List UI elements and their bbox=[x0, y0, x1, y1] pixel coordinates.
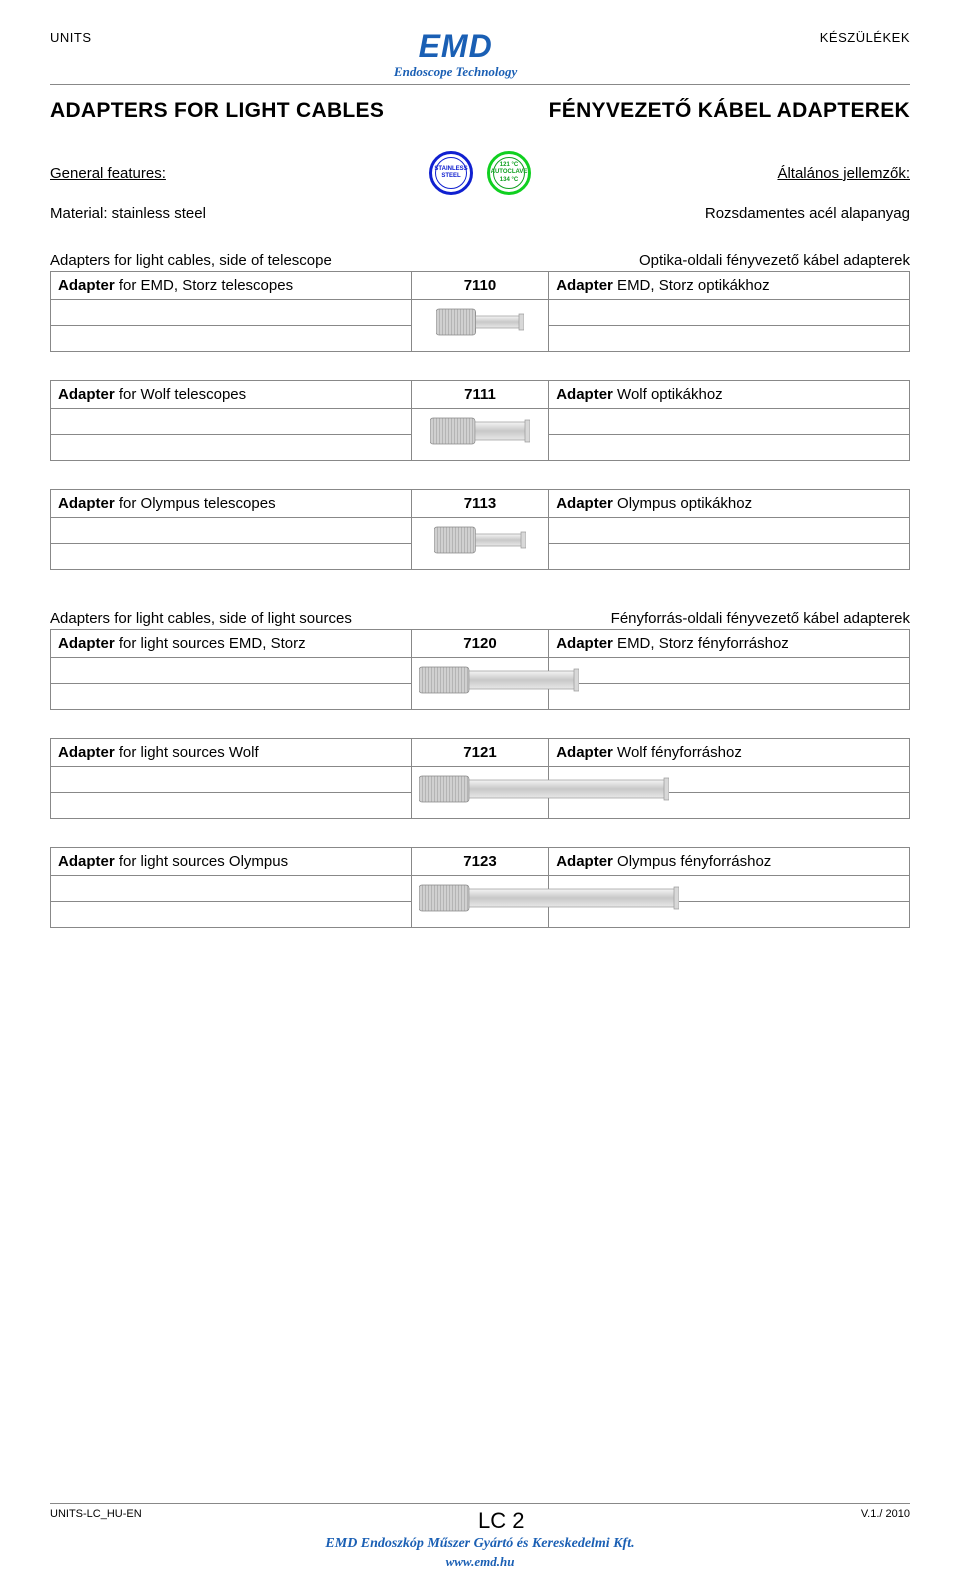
footer-code-left: UNITS-LC_HU-EN bbox=[50, 1508, 142, 1534]
adapter-table: Adapter for EMD, Storz telescopes 7110 A… bbox=[50, 271, 910, 352]
page-title-en: ADAPTERS FOR LIGHT CABLES bbox=[50, 99, 384, 123]
empty-cell bbox=[51, 793, 412, 819]
empty-cell bbox=[549, 518, 910, 544]
adapter-desc-hu: Adapter Wolf fényforráshoz bbox=[549, 739, 910, 767]
adapter-code: 7123 bbox=[411, 848, 548, 876]
adapter-code: 7113 bbox=[411, 490, 548, 518]
empty-cell bbox=[549, 435, 910, 461]
section1-head-en: Adapters for light cables, side of teles… bbox=[50, 252, 332, 269]
adapter-table: Adapter for Olympus telescopes 7113 Adap… bbox=[50, 489, 910, 570]
table-row bbox=[51, 409, 910, 435]
material-en: Material: stainless steel bbox=[50, 205, 206, 222]
header-left: UNITS bbox=[50, 30, 92, 45]
general-features-label-hu: Általános jellemzők: bbox=[583, 165, 910, 182]
adapter-desc-hu: Adapter Olympus optikákhoz bbox=[549, 490, 910, 518]
table-row: Adapter for Wolf telescopes 7111 Adapter… bbox=[51, 381, 910, 409]
table-row: Adapter for light sources EMD, Storz 712… bbox=[51, 630, 910, 658]
adapter-code: 7120 bbox=[411, 630, 548, 658]
table-row: Adapter for light sources Olympus 7123 A… bbox=[51, 848, 910, 876]
empty-cell bbox=[51, 876, 412, 902]
table-row bbox=[51, 300, 910, 326]
adapter-table: Adapter for light sources Olympus 7123 A… bbox=[50, 847, 910, 928]
adapter-desc-hu: Adapter EMD, Storz fényforráshoz bbox=[549, 630, 910, 658]
footer-company: EMD Endoszkóp Műszer Gyártó és Kereskede… bbox=[50, 1536, 910, 1552]
footer-divider bbox=[50, 1503, 910, 1504]
table-row bbox=[51, 518, 910, 544]
table-row: Adapter for Olympus telescopes 7113 Adap… bbox=[51, 490, 910, 518]
empty-cell bbox=[51, 544, 412, 570]
logo-block: EMD Endoscope Technology bbox=[92, 30, 820, 80]
table-row: Adapter for EMD, Storz telescopes 7110 A… bbox=[51, 272, 910, 300]
empty-cell bbox=[51, 518, 412, 544]
empty-cell bbox=[549, 658, 910, 684]
adapter-image-cell bbox=[411, 767, 548, 819]
adapter-image-cell bbox=[411, 409, 548, 461]
badge-autoclave-text: 121 °C AUTOCLAVE 134 °C bbox=[493, 157, 525, 189]
empty-cell bbox=[549, 544, 910, 570]
footer-url: www.emd.hu bbox=[50, 1554, 910, 1570]
section2-head-en: Adapters for light cables, side of light… bbox=[50, 610, 352, 627]
adapter-desc-en: Adapter for Wolf telescopes bbox=[51, 381, 412, 409]
adapter-table: Adapter for light sources EMD, Storz 712… bbox=[50, 629, 910, 710]
empty-cell bbox=[51, 658, 412, 684]
adapter-code: 7121 bbox=[411, 739, 548, 767]
material-hu: Rozsdamentes acél alapanyag bbox=[705, 205, 910, 222]
adapter-desc-en: Adapter for light sources EMD, Storz bbox=[51, 630, 412, 658]
empty-cell bbox=[549, 409, 910, 435]
empty-cell bbox=[549, 684, 910, 710]
adapter-image-cell bbox=[411, 658, 548, 710]
table-row bbox=[51, 658, 910, 684]
badge-steel-text: STAINLESS STEEL bbox=[435, 157, 467, 189]
adapter-code: 7110 bbox=[411, 272, 548, 300]
adapter-image-cell bbox=[411, 518, 548, 570]
stainless-steel-badge: STAINLESS STEEL bbox=[429, 151, 473, 195]
section1-head: Adapters for light cables, side of teles… bbox=[50, 252, 910, 269]
empty-cell bbox=[549, 326, 910, 352]
table-row bbox=[51, 876, 910, 902]
empty-cell bbox=[51, 902, 412, 928]
adapter-image-cell bbox=[411, 876, 548, 928]
section1-head-hu: Optika-oldali fényvezető kábel adapterek bbox=[639, 252, 910, 269]
page-title-hu: FÉNYVEZETŐ KÁBEL ADAPTEREK bbox=[549, 99, 910, 123]
adapter-desc-en: Adapter for light sources Wolf bbox=[51, 739, 412, 767]
empty-cell bbox=[51, 767, 412, 793]
empty-cell bbox=[51, 409, 412, 435]
table-row: Adapter for light sources Wolf 7121 Adap… bbox=[51, 739, 910, 767]
adapter-code: 7111 bbox=[411, 381, 548, 409]
logo-sub: Endoscope Technology bbox=[92, 64, 820, 80]
section2-head-hu: Fényforrás-oldali fényvezető kábel adapt… bbox=[611, 610, 910, 627]
adapter-table: Adapter for Wolf telescopes 7111 Adapter… bbox=[50, 380, 910, 461]
empty-cell bbox=[549, 300, 910, 326]
autoclave-badge: 121 °C AUTOCLAVE 134 °C bbox=[487, 151, 531, 195]
adapter-table: Adapter for light sources Wolf 7121 Adap… bbox=[50, 738, 910, 819]
empty-cell bbox=[51, 300, 412, 326]
adapter-desc-hu: Adapter EMD, Storz optikákhoz bbox=[549, 272, 910, 300]
empty-cell bbox=[51, 435, 412, 461]
header-right: KÉSZÜLÉKEK bbox=[820, 30, 910, 45]
page-footer: UNITS-LC_HU-EN LC 2 V.1./ 2010 EMD Endos… bbox=[50, 1503, 910, 1570]
table-row bbox=[51, 767, 910, 793]
adapter-desc-en: Adapter for light sources Olympus bbox=[51, 848, 412, 876]
empty-cell bbox=[51, 684, 412, 710]
general-features-label: General features: bbox=[50, 165, 377, 182]
adapter-desc-en: Adapter for Olympus telescopes bbox=[51, 490, 412, 518]
footer-right: V.1./ 2010 bbox=[861, 1508, 910, 1534]
adapter-desc-en: Adapter for EMD, Storz telescopes bbox=[51, 272, 412, 300]
adapter-desc-hu: Adapter Olympus fényforráshoz bbox=[549, 848, 910, 876]
section2-head: Adapters for light cables, side of light… bbox=[50, 610, 910, 627]
logo-main: EMD bbox=[92, 30, 820, 62]
footer-center: LC 2 bbox=[478, 1508, 524, 1534]
adapter-desc-hu: Adapter Wolf optikákhoz bbox=[549, 381, 910, 409]
empty-cell bbox=[51, 326, 412, 352]
header-divider bbox=[50, 84, 910, 85]
adapter-image-cell bbox=[411, 300, 548, 352]
